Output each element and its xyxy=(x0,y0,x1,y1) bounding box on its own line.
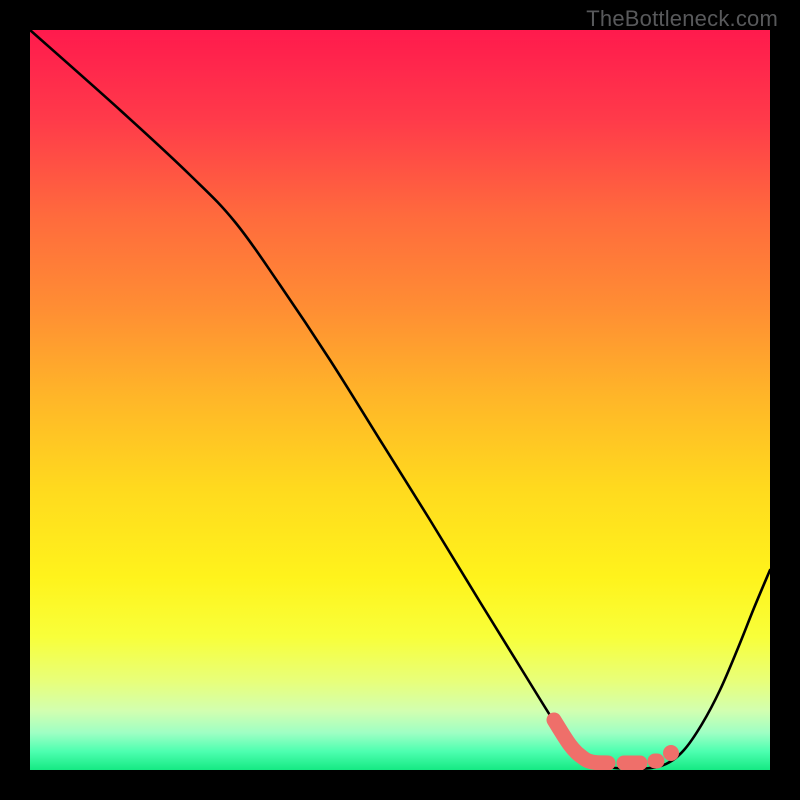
highlight-dot xyxy=(663,745,679,761)
highlight-stroke xyxy=(554,720,657,763)
highlight-segment xyxy=(554,720,608,763)
plot-area xyxy=(30,30,770,770)
chart-svg xyxy=(30,30,770,770)
watermark-text: TheBottleneck.com xyxy=(586,6,778,32)
chart-frame: TheBottleneck.com xyxy=(0,0,800,800)
main-curve xyxy=(30,30,770,769)
